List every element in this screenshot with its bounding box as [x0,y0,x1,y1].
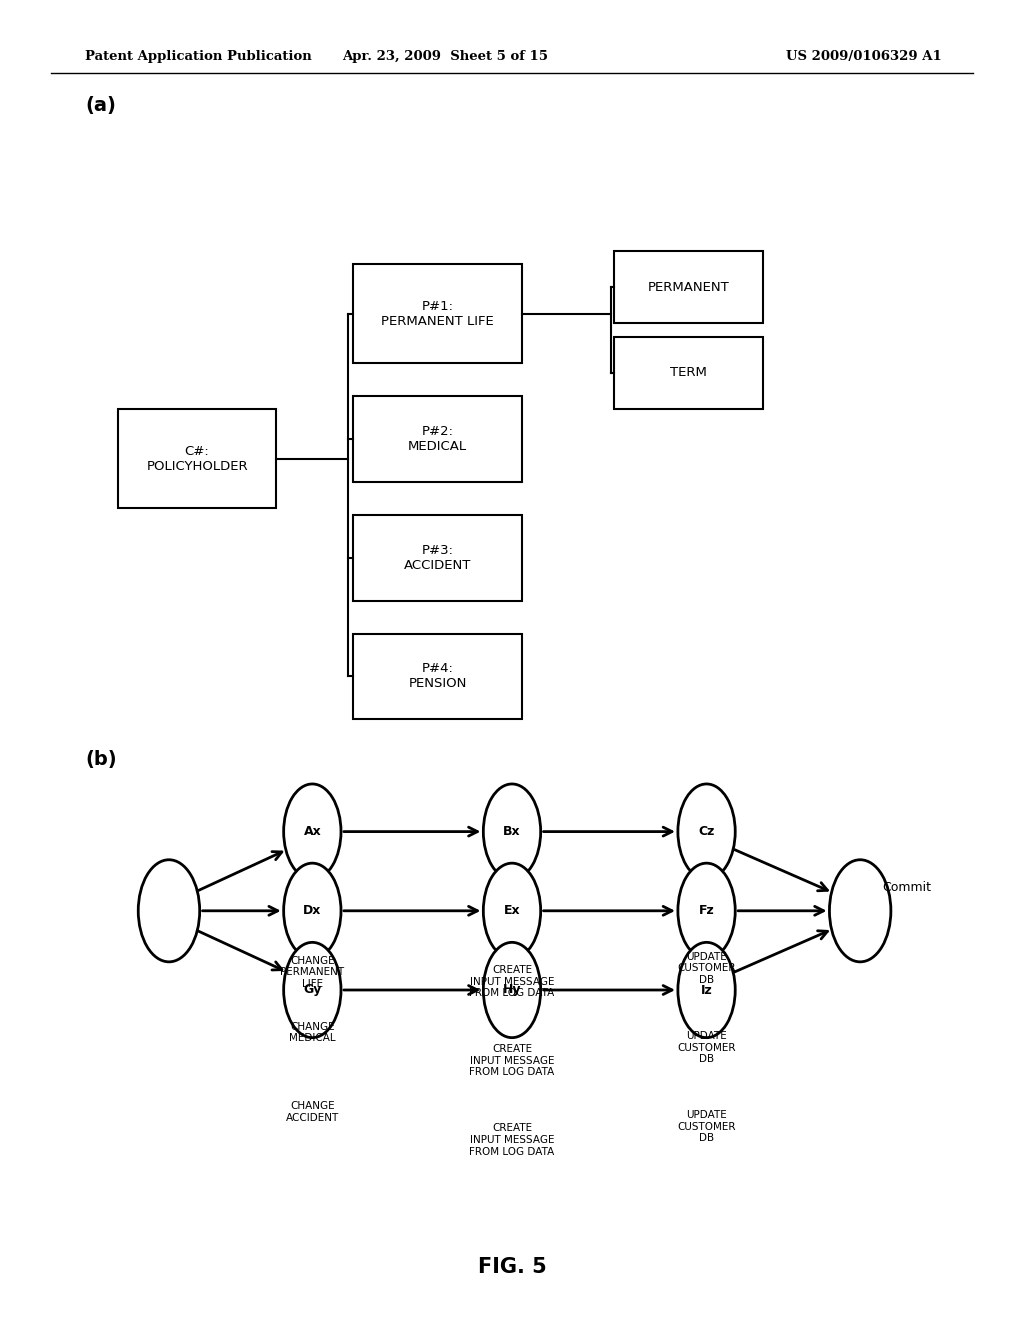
Text: Apr. 23, 2009  Sheet 5 of 15: Apr. 23, 2009 Sheet 5 of 15 [342,50,549,63]
Ellipse shape [483,863,541,958]
Ellipse shape [284,863,341,958]
Text: Hy: Hy [503,983,521,997]
Text: CHANGE
PERMANENT
LIFE: CHANGE PERMANENT LIFE [281,956,344,989]
FancyBboxPatch shape [614,337,763,409]
Ellipse shape [284,784,341,879]
Text: P#2:
MEDICAL: P#2: MEDICAL [409,425,467,453]
Ellipse shape [678,942,735,1038]
Ellipse shape [483,942,541,1038]
FancyBboxPatch shape [614,251,763,323]
Text: P#3:
ACCIDENT: P#3: ACCIDENT [404,544,471,572]
Text: TERM: TERM [670,367,708,379]
Text: CREATE
INPUT MESSAGE
FROM LOG DATA: CREATE INPUT MESSAGE FROM LOG DATA [469,1123,555,1156]
Ellipse shape [678,784,735,879]
Text: UPDATE
CUSTOMER
DB: UPDATE CUSTOMER DB [677,1031,736,1064]
Text: CREATE
INPUT MESSAGE
FROM LOG DATA: CREATE INPUT MESSAGE FROM LOG DATA [469,1044,555,1077]
Text: P#4:
PENSION: P#4: PENSION [409,663,467,690]
Text: P#1:
PERMANENT LIFE: P#1: PERMANENT LIFE [381,300,495,327]
Text: Gy: Gy [303,983,322,997]
Text: CHANGE
ACCIDENT: CHANGE ACCIDENT [286,1101,339,1122]
FancyBboxPatch shape [353,515,522,601]
Text: UPDATE
CUSTOMER
DB: UPDATE CUSTOMER DB [677,952,736,985]
Text: US 2009/0106329 A1: US 2009/0106329 A1 [786,50,942,63]
Text: CREATE
INPUT MESSAGE
FROM LOG DATA: CREATE INPUT MESSAGE FROM LOG DATA [469,965,555,998]
Text: Fz: Fz [698,904,715,917]
Ellipse shape [483,784,541,879]
Text: CHANGE
MEDICAL: CHANGE MEDICAL [289,1022,336,1043]
FancyBboxPatch shape [353,634,522,719]
Text: PERMANENT: PERMANENT [648,281,729,293]
Text: Iz: Iz [700,983,713,997]
Text: Ax: Ax [303,825,322,838]
Text: C#:
POLICYHOLDER: C#: POLICYHOLDER [146,445,248,473]
Text: Ex: Ex [504,904,520,917]
Text: Bx: Bx [503,825,521,838]
FancyBboxPatch shape [118,409,276,508]
Text: Cz: Cz [698,825,715,838]
Text: Dx: Dx [303,904,322,917]
Text: FIG. 5: FIG. 5 [477,1257,547,1278]
Text: Patent Application Publication: Patent Application Publication [85,50,311,63]
Ellipse shape [284,942,341,1038]
Text: (a): (a) [85,96,116,115]
Ellipse shape [138,859,200,962]
Ellipse shape [678,863,735,958]
Text: Commit: Commit [883,880,932,894]
FancyBboxPatch shape [353,396,522,482]
Text: UPDATE
CUSTOMER
DB: UPDATE CUSTOMER DB [677,1110,736,1143]
FancyBboxPatch shape [353,264,522,363]
Ellipse shape [829,859,891,962]
Text: (b): (b) [85,750,117,768]
